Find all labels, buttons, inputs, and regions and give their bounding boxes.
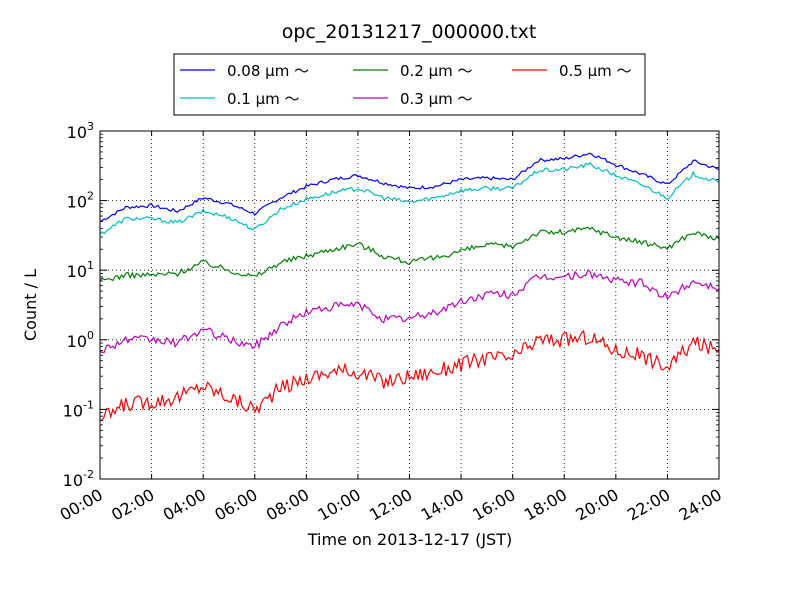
legend: 0.08 μm ～ 0.1 μm ～ 0.2 μm ～ 0.3 μm ～ 0.5 μm … — [173, 53, 646, 116]
chart-title: opc_20131217_000000.txt — [282, 21, 537, 43]
legend-box — [173, 53, 646, 116]
y-tick-label: 10-1 — [63, 398, 94, 420]
plot-area — [99, 130, 720, 480]
series-layer — [99, 152, 720, 422]
legend-label: 0.3 μm ～ — [400, 90, 473, 108]
y-tick-label: 101 — [67, 259, 94, 281]
series-line — [99, 161, 720, 235]
y-tick-label: 100 — [67, 329, 94, 351]
legend-label: 0.5 μm ～ — [559, 62, 632, 80]
y-tick-labels: 10-2 10-1 100 101 102 103 — [63, 120, 94, 490]
ticks — [99, 130, 720, 480]
series-line — [99, 226, 720, 282]
series-line — [99, 152, 720, 223]
y-tick-label: 103 — [67, 120, 94, 142]
series-line — [99, 269, 720, 354]
y-tick-label: 10-2 — [63, 468, 94, 490]
y-tick-label: 102 — [67, 190, 94, 212]
legend-label: 0.08 μm ～ — [227, 62, 309, 80]
series-line — [99, 329, 720, 422]
y-axis-label: Count / L — [21, 269, 40, 341]
legend-label: 0.1 μm ～ — [227, 90, 300, 108]
plot-background — [100, 131, 719, 479]
x-axis-label: Time on 2013-12-17 (JST) — [307, 530, 512, 549]
legend-label: 0.2 μm ～ — [400, 62, 473, 80]
